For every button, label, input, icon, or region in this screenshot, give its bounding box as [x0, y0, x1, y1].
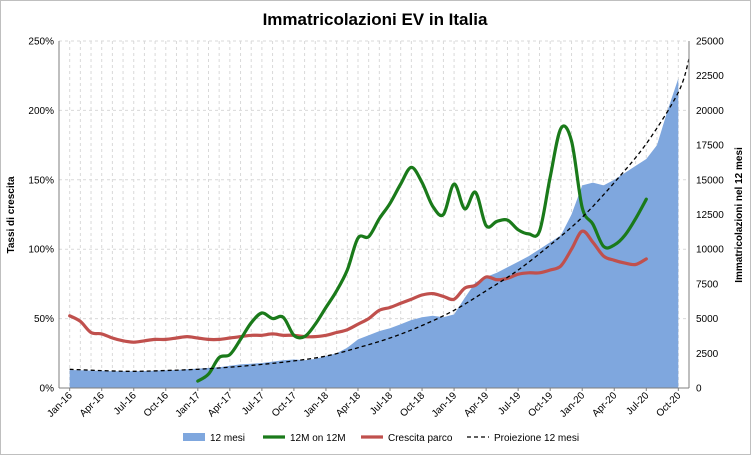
left-axis-label: Tassi di crescita — [6, 176, 17, 254]
x-tick-label: Apr-19 — [462, 390, 491, 419]
x-tick-label: Apr-17 — [206, 390, 235, 419]
axes — [58, 41, 690, 389]
x-tick-label: Apr-16 — [78, 390, 107, 419]
x-tick-label: Apr-20 — [590, 390, 619, 419]
right-axis-label: Immatricolazioni nel 12 mesi — [734, 147, 745, 283]
x-tick-label: Oct-19 — [526, 390, 555, 419]
x-tick-label: Jul-19 — [496, 390, 523, 417]
right-tick-label: 25000 — [696, 37, 724, 48]
x-tick-label: Jan-20 — [558, 390, 588, 420]
left-tick-label: 150% — [28, 175, 54, 186]
x-tick-label: Jan-18 — [302, 390, 332, 420]
legend: 12 mesi 12M on 12M Crescita parco Proiezion… — [183, 433, 579, 444]
left-tick-label: 250% — [28, 37, 54, 48]
right-tick-label: 20000 — [696, 106, 724, 117]
left-tick-label: 0% — [40, 384, 55, 395]
left-tick-label: 200% — [28, 106, 54, 117]
right-tick-label: 12500 — [696, 210, 724, 221]
x-tick-label: Oct-18 — [398, 390, 427, 419]
line-proiezione-12-mesi — [69, 58, 690, 372]
line-12m-on-12m — [196, 124, 648, 383]
chart-title: Immatricolazioni EV in Italia — [263, 10, 488, 29]
right-tick-label: 10000 — [696, 245, 724, 256]
left-tick-label: 100% — [28, 245, 54, 256]
right-tick-label: 15000 — [696, 175, 724, 186]
x-tick-label: Apr-18 — [334, 390, 363, 419]
left-tick-label: 50% — [34, 314, 54, 325]
x-tick-label: Jul-16 — [112, 390, 139, 417]
right-tick-label: 22500 — [696, 71, 724, 82]
line-crescita-parco — [68, 229, 648, 344]
x-tick-label: Jul-20 — [624, 390, 651, 417]
right-tick-label: 2500 — [696, 349, 719, 360]
legend-swatch-12-mesi — [183, 433, 205, 441]
x-tick-label: Oct-20 — [654, 390, 683, 419]
area-12-mesi — [69, 78, 679, 388]
right-tick-label: 17500 — [696, 141, 724, 152]
legend-label: Proiezione 12 mesi — [494, 433, 579, 444]
x-tick-label: Oct-17 — [270, 390, 299, 419]
x-tick-label: Jan-19 — [430, 390, 460, 420]
right-tick-label: 7500 — [696, 279, 719, 290]
x-tick-label: Oct-16 — [142, 390, 171, 419]
legend-label: 12 mesi — [210, 433, 245, 444]
right-tick-label: 5000 — [696, 314, 719, 325]
legend-label: 12M on 12M — [290, 433, 346, 444]
right-tick-label: 0 — [696, 384, 702, 395]
area-series-layer — [69, 78, 679, 388]
line-series-layer — [68, 58, 690, 383]
x-tick-label: Jul-18 — [368, 390, 395, 417]
x-tick-label: Jan-17 — [174, 390, 204, 420]
legend-label: Crescita parco — [388, 433, 453, 444]
x-tick-label: Jul-17 — [240, 390, 267, 417]
